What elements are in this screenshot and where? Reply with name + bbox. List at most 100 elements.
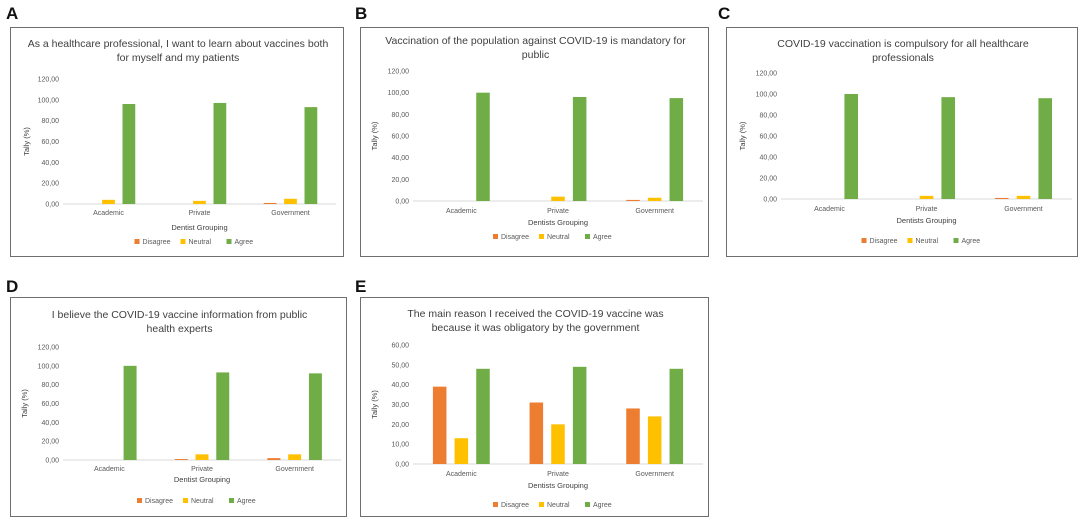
bar-d-agree-academic xyxy=(123,365,137,460)
chart-e-title-line-1: because it was obligatory by the governm… xyxy=(432,322,640,334)
chart-d-ytick: 60,00 xyxy=(41,401,59,408)
chart-e-y-axis-title: Tally (%) xyxy=(370,390,379,419)
panel-letter-e: E xyxy=(355,277,367,296)
bar-e-disagree-private xyxy=(529,402,544,464)
legend-b-disagree-label: Disagree xyxy=(501,234,529,241)
chart-a-y-axis-title: Tally (%) xyxy=(22,127,31,156)
bar-a-agree-academic xyxy=(122,104,136,204)
chart-a-ytick: 120,00 xyxy=(38,77,60,84)
chart-d-xtick-government: Government xyxy=(275,466,314,473)
legend-a-disagree-swatch xyxy=(134,239,140,244)
bar-a-neutral-government xyxy=(284,198,297,204)
legend-c-agree-swatch xyxy=(953,238,959,243)
legend-b-neutral-label: Neutral xyxy=(547,234,570,241)
chart-c-y-axis-title: Tally (%) xyxy=(738,121,747,150)
bar-d-agree-government xyxy=(308,373,322,460)
legend-a-neutral-label: Neutral xyxy=(189,239,212,246)
chart-d-title-line-1: health experts xyxy=(147,323,213,335)
chart-b-ytick: 0,00 xyxy=(395,199,409,206)
chart-b-ytick: 60,00 xyxy=(391,134,409,141)
chart-c-x-axis-title: Dentists Grouping xyxy=(896,216,956,225)
chart-e-ytick: 10,00 xyxy=(391,442,409,449)
bar-a-neutral-academic xyxy=(102,199,115,204)
chart-a-ytick: 80,00 xyxy=(41,118,59,125)
bar-e-agree-academic xyxy=(476,368,490,464)
chart-panel-a: As a healthcare professional, I want to … xyxy=(10,27,344,257)
chart-e-ytick: 20,00 xyxy=(391,422,409,429)
legend-c-agree-label: Agree xyxy=(962,238,981,245)
chart-c-ytick: 100,00 xyxy=(756,92,778,99)
chart-d-ytick: 40,00 xyxy=(41,420,59,427)
chart-b-xtick-private: Private xyxy=(547,208,569,215)
chart-b-xtick-academic: Academic xyxy=(446,208,477,215)
chart-c-xtick-academic: Academic xyxy=(814,206,845,213)
bar-e-disagree-academic xyxy=(432,386,447,464)
chart-d-ytick: 0,00 xyxy=(45,458,59,465)
chart-d-y-axis-title: Tally (%) xyxy=(20,389,29,418)
bar-b-agree-academic xyxy=(476,92,490,201)
chart-d-x-axis-title: Dentist Grouping xyxy=(174,475,230,484)
legend-c-disagree-swatch xyxy=(861,238,867,243)
bar-a-agree-private xyxy=(213,102,227,204)
legend-d-disagree-label: Disagree xyxy=(145,498,173,505)
chart-e-xtick-academic: Academic xyxy=(446,471,477,478)
chart-c-ytick: 0,00 xyxy=(763,197,777,204)
bar-d-disagree-government xyxy=(267,458,281,460)
chart-c-ytick: 80,00 xyxy=(759,113,777,120)
chart-d-ytick: 80,00 xyxy=(41,382,59,389)
bar-b-disagree-government xyxy=(626,199,640,201)
legend-c-disagree-label: Disagree xyxy=(870,238,898,245)
legend-e-neutral-label: Neutral xyxy=(547,502,570,509)
legend-b-agree-swatch xyxy=(585,234,590,239)
chart-e-ytick: 0,00 xyxy=(395,462,409,469)
legend-e-disagree-label: Disagree xyxy=(501,502,529,509)
panel-letter-b: B xyxy=(355,4,368,23)
chart-c-ytick: 40,00 xyxy=(759,155,777,162)
chart-c-ytick: 60,00 xyxy=(759,134,777,141)
legend-d-disagree-swatch xyxy=(137,498,142,503)
chart-panel-d: I believe the COVID-19 vaccine informati… xyxy=(10,297,347,517)
legend-a-agree-swatch xyxy=(226,239,232,244)
chart-d-xtick-academic: Academic xyxy=(94,466,125,473)
chart-d-title-line-0: I believe the COVID-19 vaccine informati… xyxy=(52,309,308,321)
bar-e-disagree-government xyxy=(626,408,640,464)
chart-e-ytick: 60,00 xyxy=(391,343,409,350)
chart-a-title-line-1: for myself and my patients xyxy=(117,52,240,64)
chart-a-ytick: 100,00 xyxy=(38,97,60,104)
legend-b-agree-label: Agree xyxy=(593,234,612,241)
panel-letter-d: D xyxy=(6,277,19,296)
chart-b-x-axis-title: Dentists Grouping xyxy=(528,218,588,227)
chart-c-xtick-private: Private xyxy=(916,206,938,213)
chart-d-ytick: 120,00 xyxy=(38,345,60,352)
legend-b-neutral-swatch xyxy=(539,234,544,239)
chart-e-ytick: 40,00 xyxy=(391,382,409,389)
chart-a-ytick: 0,00 xyxy=(45,202,59,209)
legend-e-neutral-swatch xyxy=(539,502,544,507)
bar-e-neutral-government xyxy=(647,416,662,464)
chart-c-svg: COVID-19 vaccination is compulsory for a… xyxy=(738,38,1072,245)
legend-b-disagree-swatch xyxy=(493,234,498,239)
bar-c-agree-academic xyxy=(844,94,859,199)
legend-e-agree-swatch xyxy=(585,502,590,507)
legend-a-disagree-label: Disagree xyxy=(143,239,171,246)
bar-e-neutral-academic xyxy=(454,438,469,464)
bar-e-agree-government xyxy=(669,368,684,464)
chart-c-title-line-0: COVID-19 vaccination is compulsory for a… xyxy=(777,38,1029,50)
chart-b-title-line-1: public xyxy=(522,49,549,61)
legend-a-agree-label: Agree xyxy=(235,239,254,246)
bar-c-disagree-government xyxy=(994,197,1009,199)
chart-b-ytick: 120,00 xyxy=(388,69,410,76)
bar-c-neutral-private xyxy=(919,195,934,199)
chart-e-title-line-0: The main reason I received the COVID-19 … xyxy=(407,308,663,320)
chart-d-ytick: 100,00 xyxy=(38,363,60,370)
chart-d-ytick: 20,00 xyxy=(41,439,59,446)
chart-c-ytick: 20,00 xyxy=(759,176,777,183)
panel-letter-a: A xyxy=(6,4,19,23)
bar-b-neutral-private xyxy=(551,196,565,201)
legend-d-agree-swatch xyxy=(229,498,234,503)
chart-a-ytick: 40,00 xyxy=(41,160,59,167)
legend-e-disagree-swatch xyxy=(493,502,498,507)
chart-panel-b: Vaccination of the population against CO… xyxy=(360,27,709,257)
chart-c-xtick-government: Government xyxy=(1004,206,1043,213)
chart-b-ytick: 80,00 xyxy=(391,112,409,119)
